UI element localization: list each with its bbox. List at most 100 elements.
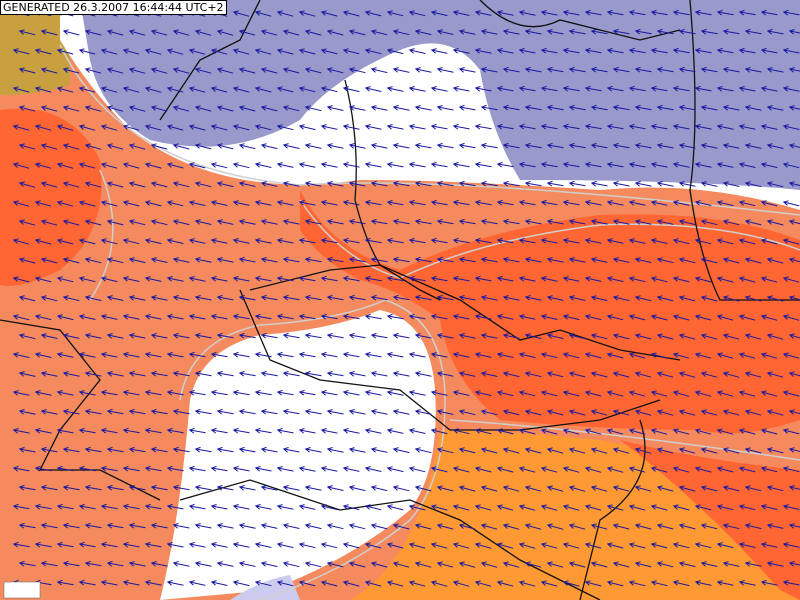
wind-arrow — [546, 66, 564, 73]
wind-arrow — [194, 67, 212, 74]
wind-arrow — [650, 9, 668, 16]
wind-arrow — [210, 351, 228, 358]
wind-arrow — [370, 256, 388, 263]
wind-arrow — [612, 219, 630, 225]
wind-arrow — [386, 161, 404, 168]
wind-arrow — [106, 484, 124, 491]
wind-arrow — [150, 446, 168, 453]
wind-arrow — [606, 9, 624, 16]
wind-arrow — [166, 162, 184, 169]
wind-arrow — [12, 124, 30, 131]
wind-arrow — [496, 580, 514, 587]
wind-arrow — [672, 124, 690, 130]
wind-arrow — [232, 389, 250, 396]
wind-arrow — [436, 523, 454, 530]
wind-arrow — [562, 504, 580, 511]
wind-arrow — [166, 503, 184, 510]
wind-arrow — [540, 466, 558, 473]
wind-arrow — [342, 542, 360, 549]
wind-arrow — [650, 390, 668, 397]
wind-arrow — [782, 200, 800, 207]
field-red-southeast — [620, 440, 800, 600]
wind-arrow — [518, 390, 536, 397]
wind-arrow — [276, 162, 294, 168]
isoline — [179, 299, 446, 600]
wind-arrow — [216, 219, 234, 225]
wind-arrow — [634, 104, 652, 111]
wind-arrow — [304, 29, 322, 36]
wind-arrow — [188, 86, 206, 93]
wind-arrow — [84, 446, 102, 453]
wind-arrow — [304, 370, 322, 377]
wind-arrow — [458, 561, 476, 568]
wind-arrow — [210, 48, 228, 55]
logo — [3, 581, 41, 599]
wind-arrow — [326, 294, 344, 301]
wind-arrow — [480, 218, 498, 225]
wind-arrow — [232, 542, 250, 548]
wind-arrow — [128, 333, 146, 339]
wind-arrow — [694, 238, 712, 245]
wind-arrow — [716, 504, 734, 511]
wind-arrow — [392, 485, 410, 492]
wind-arrow — [584, 542, 602, 549]
wind-arrow — [584, 504, 602, 511]
wind-arrow — [650, 200, 668, 206]
wind-arrow — [238, 143, 256, 150]
wind-arrow — [12, 314, 30, 321]
wind-arrow — [474, 10, 492, 16]
wind-arrow — [386, 237, 404, 244]
wind-arrow — [304, 294, 322, 301]
wind-arrow — [254, 86, 272, 93]
wind-arrow — [672, 504, 690, 511]
wind-arrow — [788, 485, 800, 491]
wind-arrow — [18, 522, 36, 529]
wind-arrow — [678, 257, 696, 264]
wind-arrow — [744, 28, 762, 35]
wind-arrow — [672, 314, 690, 321]
wind-arrow — [18, 371, 36, 377]
wind-arrow — [326, 143, 344, 149]
wind-arrow — [590, 447, 608, 454]
wind-arrow — [760, 390, 778, 397]
wind-arrow — [474, 352, 492, 358]
wind-arrow — [122, 238, 140, 245]
wind-arrow — [238, 332, 256, 339]
wind-arrow — [166, 314, 184, 320]
wind-arrow — [634, 295, 652, 302]
wind-arrow — [474, 542, 492, 549]
wind-arrow — [414, 561, 432, 568]
wind-arrow — [562, 314, 580, 321]
wind-arrow — [298, 389, 316, 396]
wind-arrow — [254, 200, 272, 206]
wind-arrow — [106, 522, 124, 529]
wind-arrow — [144, 352, 162, 358]
wind-arrow — [760, 580, 778, 586]
wind-arrow — [452, 352, 470, 358]
wind-arrow — [370, 485, 388, 492]
wind-arrow — [106, 295, 124, 301]
wind-arrow — [194, 561, 212, 567]
wind-arrow — [452, 10, 470, 16]
wind-arrow — [540, 428, 558, 435]
wind-arrow — [744, 143, 762, 149]
wind-arrow — [590, 66, 608, 73]
wind-arrow — [716, 47, 734, 54]
wind-arrow — [282, 447, 300, 453]
wind-arrow — [254, 275, 272, 282]
wind-arrow — [194, 181, 212, 188]
wind-arrow — [122, 276, 140, 282]
wind-arrow — [502, 180, 520, 187]
wind-arrow — [100, 465, 118, 472]
wind-arrow — [562, 10, 580, 16]
wind-arrow — [56, 124, 74, 131]
wind-arrow — [496, 48, 514, 54]
wind-arrow — [678, 485, 696, 492]
wind-arrow — [590, 180, 608, 187]
wind-arrow — [414, 485, 432, 492]
wind-arrow — [232, 200, 250, 206]
wind-arrow — [172, 257, 190, 263]
wind-arrow — [348, 409, 366, 415]
